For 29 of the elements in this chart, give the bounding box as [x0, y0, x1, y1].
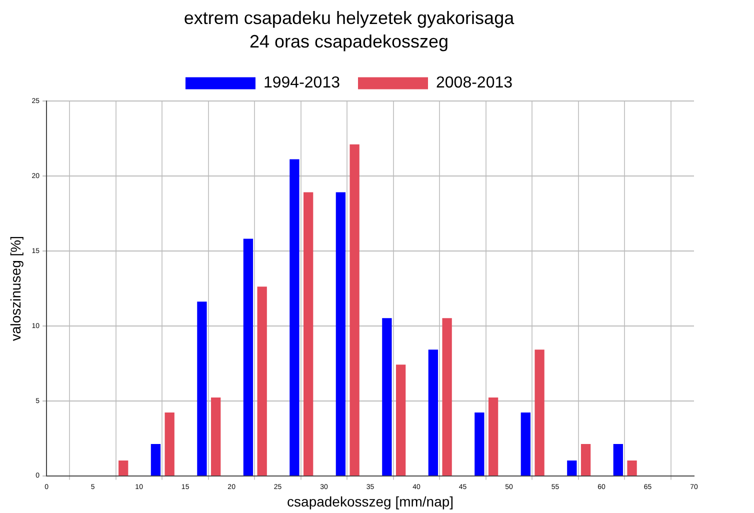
bar: [474, 412, 484, 476]
bar: [336, 192, 346, 476]
y-axis-title: valoszinuseg [%]: [7, 236, 24, 342]
bar: [488, 398, 498, 476]
bar: [350, 144, 360, 476]
bar: [382, 318, 392, 476]
bar: [613, 444, 623, 476]
x-axis-title: csapadekosszeg [mm/nap]: [287, 493, 454, 510]
bar: [290, 159, 300, 476]
bar: [257, 286, 267, 476]
bar: [243, 238, 254, 476]
bar: [627, 460, 637, 476]
bar: [211, 398, 221, 476]
bar: [567, 460, 577, 476]
bar: [534, 350, 544, 476]
bar: [520, 412, 531, 476]
chart-title: extrem csapadeku helyzetek gyakorisaga: [184, 8, 516, 28]
legend-label: 1994-2013: [263, 74, 340, 92]
bar: [580, 444, 591, 476]
legend-label: 2008-2013: [436, 74, 513, 92]
bar: [303, 192, 314, 476]
bar: [442, 318, 452, 476]
bar: [164, 412, 174, 476]
bar: [396, 364, 406, 476]
bar: [150, 444, 161, 476]
chart-subtitle: 24 oras csapadekosszeg: [249, 31, 449, 52]
bar: [197, 302, 207, 476]
bar: [118, 460, 128, 476]
bar: [428, 350, 438, 476]
